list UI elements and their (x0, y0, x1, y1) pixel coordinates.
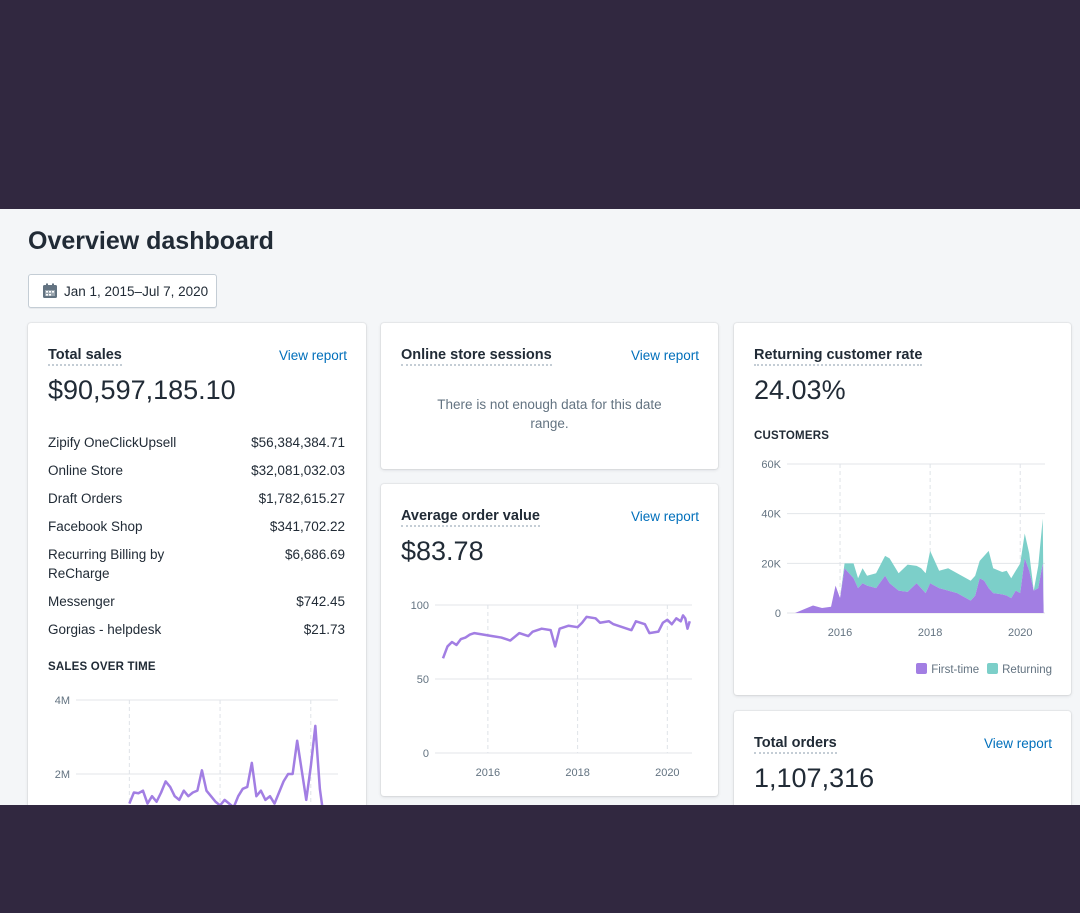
series-line (441, 614, 691, 659)
legend-returning: Returning (987, 663, 1052, 676)
x-tick-label: 2020 (655, 767, 679, 779)
view-report-link[interactable]: View report (983, 736, 1052, 751)
date-range-button[interactable]: Jan 1, 2015–Jul 7, 2020 (28, 274, 217, 308)
y-tick-label: 0 (423, 748, 429, 760)
card-title[interactable]: Average order value (401, 508, 540, 527)
returning-area (795, 518, 1044, 613)
card-title[interactable]: Total orders (754, 735, 837, 754)
total-orders-value: 1,107,316 (754, 763, 875, 793)
y-tick-label: 40K (761, 509, 781, 521)
sales-channel-row: Draft Orders $1,782,615.27 (48, 489, 345, 508)
chart-label: CUSTOMERS (754, 430, 830, 442)
customers-chart: 0 20K 40K 60K 2016 2018 2020 (761, 459, 1045, 639)
y-tick-label: 0 (775, 608, 781, 620)
online-store-sessions-card: Online store sessions View report There … (381, 323, 718, 469)
y-tick-label: 4M (55, 695, 70, 707)
y-tick-label: 2M (55, 769, 70, 781)
y-tick-label: 100 (411, 600, 429, 612)
total-orders-card: Total orders View report 1,107,316 (734, 711, 1071, 805)
x-tick-label: 2020 (1008, 627, 1032, 639)
sales-channel-row: Recurring Billing by ReCharge $6,686.69 (48, 545, 345, 583)
channel-value: $32,081,032.03 (251, 463, 345, 478)
channel-value: $1,782,615.27 (258, 491, 345, 506)
sales-channel-row: Online Store $32,081,032.03 (48, 461, 345, 480)
channel-name: Online Store (48, 463, 124, 478)
channel-value: $341,702.22 (269, 519, 345, 534)
view-report-link[interactable]: View report (278, 348, 347, 363)
x-tick-label: 2016 (828, 627, 852, 639)
dashboard-page: Overview dashboard Jan 1, 2015–Jul 7, 20… (0, 209, 1080, 805)
x-tick-label: 2016 (476, 767, 500, 779)
card-title[interactable]: Online store sessions (401, 347, 552, 366)
first-time-area (795, 558, 1044, 613)
series-line (128, 724, 324, 805)
sales-channel-row: Gorgias - helpdesk $21.73 (48, 620, 345, 639)
total-sales-value: $90,597,185.10 (48, 375, 236, 405)
channel-value: $6,686.69 (284, 547, 345, 562)
sales-channel-row: Messenger $742.45 (48, 592, 345, 611)
y-tick-label: 20K (761, 558, 781, 570)
card-title[interactable]: Returning customer rate (754, 347, 923, 366)
legend-first-time: First-time (916, 663, 979, 676)
channel-name: Zipify OneClickUpsell (48, 435, 177, 450)
no-data-message: There is not enough data for this date r… (437, 397, 662, 431)
page-title: Overview dashboard (28, 227, 274, 255)
channel-value: $21.73 (303, 622, 345, 637)
date-range-label: Jan 1, 2015–Jul 7, 2020 (64, 283, 209, 299)
channel-value: $742.45 (296, 594, 345, 609)
view-report-link[interactable]: View report (630, 509, 699, 524)
card-title[interactable]: Total sales (48, 347, 122, 366)
sales-channel-row: Zipify OneClickUpsell $56,384,384.71 (48, 433, 345, 452)
sales-channel-row: Facebook Shop $341,702.22 (48, 517, 345, 536)
channel-name: Gorgias - helpdesk (48, 622, 162, 637)
x-tick-label: 2018 (918, 627, 942, 639)
sales-breakdown-list: Zipify OneClickUpsell $56,384,384.71 Onlin… (48, 433, 345, 648)
total-sales-card: Total sales View report $90,597,185.10 Z… (28, 323, 366, 805)
calendar-icon (43, 283, 57, 298)
channel-name: Facebook Shop (48, 519, 143, 534)
channel-name: Messenger (48, 594, 115, 609)
channel-name: Recurring Billing by ReCharge (48, 547, 165, 581)
chart-label: SALES OVER TIME (48, 661, 156, 673)
view-report-link[interactable]: View report (630, 348, 699, 363)
returning-customer-rate-card: Returning customer rate 24.03% CUSTOMERS… (734, 323, 1071, 695)
channel-name: Draft Orders (48, 491, 123, 506)
aov-value: $83.78 (401, 536, 484, 566)
sales-over-time-chart: 2M 4M (55, 695, 338, 805)
x-tick-label: 2018 (565, 767, 589, 779)
average-order-value-card: Average order value View report $83.78 0… (381, 484, 718, 796)
channel-value: $56,384,384.71 (251, 435, 345, 450)
y-tick-label: 60K (761, 459, 781, 471)
chart-legend: First-time Returning (916, 663, 1052, 676)
y-tick-label: 50 (417, 674, 429, 686)
returning-rate-value: 24.03% (754, 375, 846, 405)
aov-chart: 0 50 100 2016 2018 2020 (411, 600, 692, 779)
